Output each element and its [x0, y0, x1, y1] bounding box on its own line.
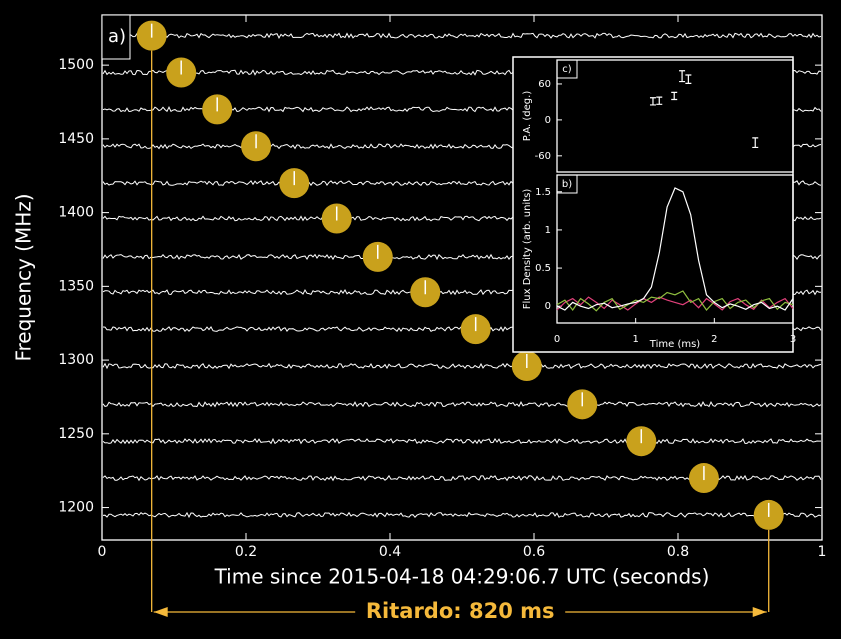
x-tick-label: 3 [790, 334, 796, 345]
panel-label-box [556, 59, 578, 79]
y-tick-label: 1400 [58, 205, 94, 221]
flux-line [556, 290, 794, 312]
flux-line [556, 296, 794, 311]
x-tick-label: 0.6 [523, 544, 545, 560]
panel-label-box [101, 14, 131, 60]
y-tick-label: 1300 [58, 352, 94, 368]
y-tick-label: -60 [535, 151, 551, 162]
y-tick-label: 1250 [58, 426, 94, 442]
annotation-bg [355, 597, 566, 627]
x-tick-label: 0 [98, 544, 107, 560]
x-tick-label: 0.8 [667, 544, 689, 560]
error-bar [685, 74, 692, 84]
y-axis-title: Flux Density (arb. units) [522, 189, 533, 310]
y-tick-label: 1350 [58, 278, 94, 294]
y-tick-label: 1450 [58, 131, 94, 147]
inset: c) -60 0 60 P.A. (deg.) b) 0 0.5 1 1.5 0 1 2 3 Time (m… [512, 56, 796, 353]
panel-frame [556, 59, 794, 173]
panel-frame [556, 174, 794, 324]
y-tick-label: 1500 [58, 57, 94, 73]
x-tick-label: 0.4 [379, 544, 401, 560]
annotation: Ritardo: 820 ms [366, 599, 555, 623]
error-bar [752, 137, 759, 149]
y-axis-title: Frequency (MHz) [12, 193, 36, 361]
x-tick-label: 0 [554, 334, 560, 345]
x-tick-label: 1 [818, 544, 827, 560]
y-tick-label: 0.5 [535, 263, 551, 274]
y-tick-label: 1 [545, 225, 551, 236]
panel-label-box [556, 174, 578, 194]
y-tick-label: 60 [538, 79, 551, 90]
y-tick-label: 0 [545, 115, 551, 126]
y-tick-label: 0 [545, 301, 551, 312]
x-axis-title: Time (ms) [649, 339, 701, 350]
x-tick-label: 2 [711, 334, 717, 345]
channel-trace [102, 25, 822, 39]
main-plot: a)0 0.2 0.4 0.6 0.8 1120012501300135014001450… [12, 14, 827, 627]
y-tick-label: 1.5 [535, 187, 551, 198]
error-bar [649, 97, 656, 106]
panel-label: c) [562, 64, 571, 75]
x-tick-label: 0.2 [235, 544, 257, 560]
plot-frame [101, 14, 823, 541]
y-axis-title: P.A. (deg.) [522, 91, 533, 142]
panel-label: a) [108, 26, 126, 47]
y-tick-label: 1200 [58, 500, 94, 516]
panel-label: b) [562, 179, 572, 190]
x-axis-title: Time since 2015-04-18 04:29:06.7 UTC (se… [214, 565, 710, 589]
channel-trace [102, 393, 822, 408]
error-bar [656, 96, 663, 105]
error-bar [679, 70, 686, 83]
channel-trace [102, 353, 822, 370]
channel-trace [102, 427, 821, 445]
arrow-head [752, 607, 767, 617]
error-bar [671, 91, 678, 101]
arrow-head [153, 607, 168, 617]
x-tick-label: 1 [632, 334, 638, 345]
channel-trace [102, 500, 822, 519]
flux-line [556, 187, 794, 311]
